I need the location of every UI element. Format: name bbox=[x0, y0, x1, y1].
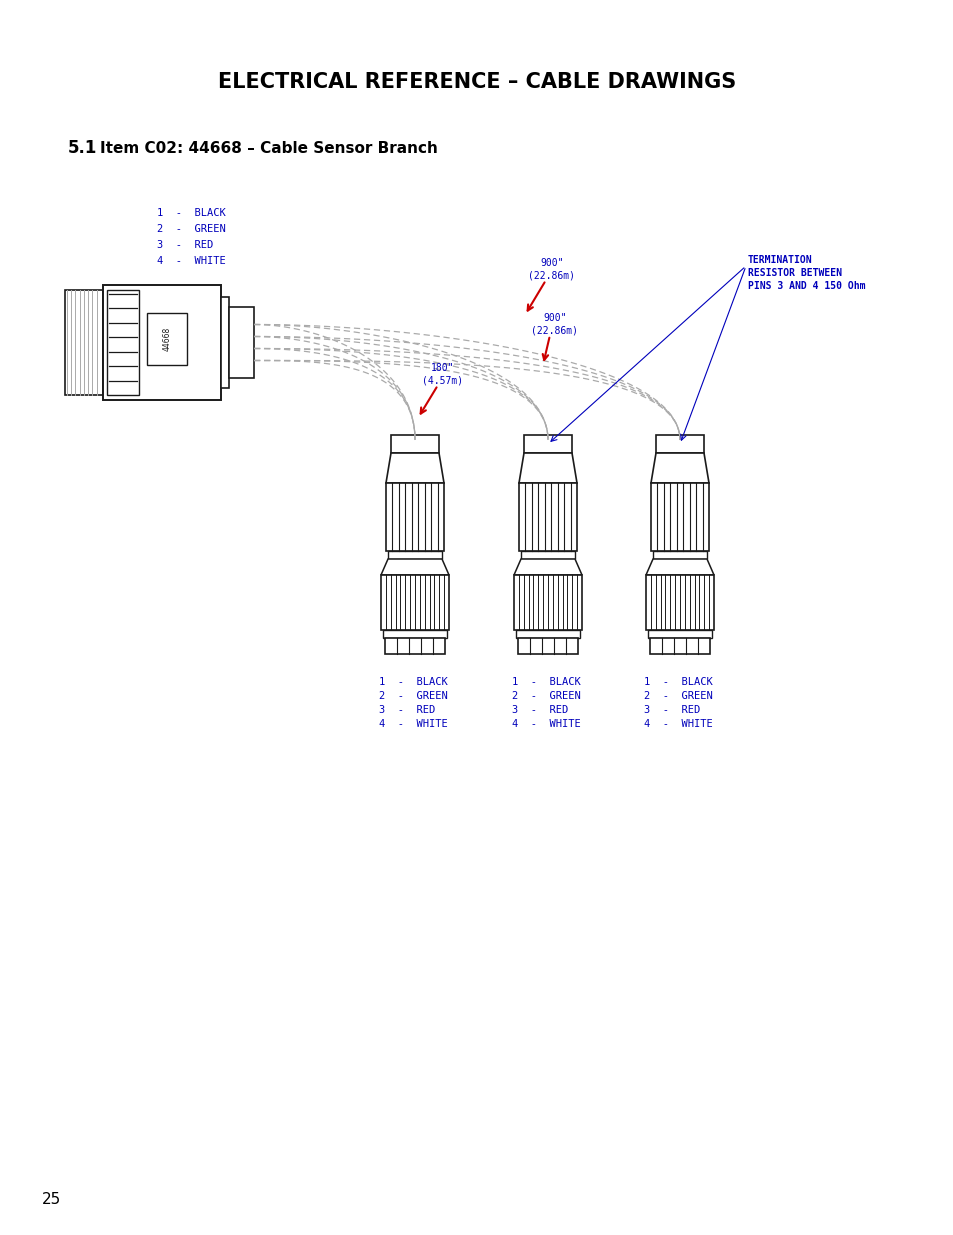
Text: (22.86m): (22.86m) bbox=[528, 270, 575, 280]
Text: 4  -  WHITE: 4 - WHITE bbox=[643, 719, 712, 729]
Text: 44668: 44668 bbox=[162, 327, 172, 351]
Bar bbox=[221, 296, 229, 388]
Bar bbox=[517, 638, 578, 655]
Bar bbox=[107, 290, 139, 395]
Text: 2  -  GREEN: 2 - GREEN bbox=[378, 692, 447, 701]
Text: 900": 900" bbox=[539, 258, 563, 268]
Bar bbox=[520, 551, 575, 559]
Text: TERMINATION: TERMINATION bbox=[747, 254, 812, 266]
Text: 1  -  BLACK: 1 - BLACK bbox=[157, 207, 226, 219]
Bar bbox=[229, 308, 253, 378]
Polygon shape bbox=[380, 559, 449, 576]
Bar bbox=[385, 638, 444, 655]
Text: 2  -  GREEN: 2 - GREEN bbox=[643, 692, 712, 701]
Bar bbox=[652, 551, 706, 559]
Text: 2  -  GREEN: 2 - GREEN bbox=[512, 692, 580, 701]
Text: 3  -  RED: 3 - RED bbox=[157, 240, 213, 249]
Text: 900": 900" bbox=[542, 312, 566, 324]
Bar bbox=[65, 290, 103, 395]
Bar bbox=[147, 312, 187, 366]
Text: 25: 25 bbox=[42, 1193, 61, 1208]
Bar bbox=[514, 576, 581, 630]
Bar bbox=[645, 576, 713, 630]
Bar bbox=[649, 638, 709, 655]
Bar bbox=[382, 630, 447, 638]
Text: 5.1: 5.1 bbox=[68, 140, 97, 157]
Text: 4  -  WHITE: 4 - WHITE bbox=[157, 256, 226, 266]
Polygon shape bbox=[518, 453, 577, 483]
Bar bbox=[380, 576, 449, 630]
Text: 1  -  BLACK: 1 - BLACK bbox=[643, 677, 712, 687]
Text: PINS 3 AND 4 150 Ohm: PINS 3 AND 4 150 Ohm bbox=[747, 282, 864, 291]
Text: 3  -  RED: 3 - RED bbox=[643, 705, 700, 715]
Bar bbox=[647, 630, 711, 638]
Bar bbox=[523, 435, 572, 453]
Text: (4.57m): (4.57m) bbox=[422, 375, 463, 385]
Text: 4  -  WHITE: 4 - WHITE bbox=[512, 719, 580, 729]
Bar bbox=[386, 483, 443, 551]
Text: 4  -  WHITE: 4 - WHITE bbox=[378, 719, 447, 729]
Text: 3  -  RED: 3 - RED bbox=[512, 705, 568, 715]
Bar bbox=[650, 483, 708, 551]
Text: 2  -  GREEN: 2 - GREEN bbox=[157, 224, 226, 233]
Bar bbox=[656, 435, 703, 453]
Polygon shape bbox=[514, 559, 581, 576]
Bar bbox=[103, 298, 111, 387]
Text: RESISTOR BETWEEN: RESISTOR BETWEEN bbox=[747, 268, 841, 278]
Bar bbox=[516, 630, 579, 638]
Text: Item C02: 44668 – Cable Sensor Branch: Item C02: 44668 – Cable Sensor Branch bbox=[100, 141, 437, 156]
Text: 180": 180" bbox=[431, 363, 455, 373]
Polygon shape bbox=[650, 453, 708, 483]
Bar bbox=[518, 483, 577, 551]
Bar bbox=[391, 435, 438, 453]
Text: 1  -  BLACK: 1 - BLACK bbox=[512, 677, 580, 687]
Text: (22.86m): (22.86m) bbox=[531, 325, 578, 335]
Text: 1  -  BLACK: 1 - BLACK bbox=[378, 677, 447, 687]
Text: 3  -  RED: 3 - RED bbox=[378, 705, 435, 715]
Polygon shape bbox=[386, 453, 443, 483]
Text: ELECTRICAL REFERENCE – CABLE DRAWINGS: ELECTRICAL REFERENCE – CABLE DRAWINGS bbox=[217, 72, 736, 91]
Polygon shape bbox=[645, 559, 713, 576]
Bar bbox=[103, 285, 221, 400]
Bar bbox=[388, 551, 441, 559]
